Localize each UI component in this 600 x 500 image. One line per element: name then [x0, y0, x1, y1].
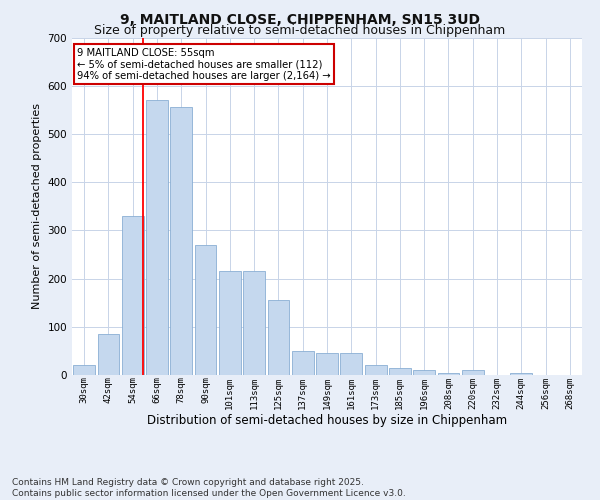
Text: Contains HM Land Registry data © Crown copyright and database right 2025.
Contai: Contains HM Land Registry data © Crown c…	[12, 478, 406, 498]
Bar	[316, 354, 338, 375]
Bar	[73, 366, 95, 375]
Text: Size of property relative to semi-detached houses in Chippenham: Size of property relative to semi-detach…	[94, 24, 506, 37]
Text: 9 MAITLAND CLOSE: 55sqm
← 5% of semi-detached houses are smaller (112)
94% of se: 9 MAITLAND CLOSE: 55sqm ← 5% of semi-det…	[77, 48, 331, 81]
Bar	[268, 300, 289, 375]
Bar	[219, 272, 241, 375]
X-axis label: Distribution of semi-detached houses by size in Chippenham: Distribution of semi-detached houses by …	[147, 414, 507, 427]
Y-axis label: Number of semi-detached properties: Number of semi-detached properties	[32, 104, 42, 309]
Bar	[437, 372, 460, 375]
Bar	[413, 370, 435, 375]
Bar	[389, 368, 411, 375]
Bar	[340, 354, 362, 375]
Bar	[511, 372, 532, 375]
Bar	[122, 216, 143, 375]
Bar	[97, 334, 119, 375]
Bar	[365, 366, 386, 375]
Bar	[462, 370, 484, 375]
Bar	[194, 245, 217, 375]
Bar	[292, 351, 314, 375]
Bar	[170, 108, 192, 375]
Text: 9, MAITLAND CLOSE, CHIPPENHAM, SN15 3UD: 9, MAITLAND CLOSE, CHIPPENHAM, SN15 3UD	[120, 12, 480, 26]
Bar	[146, 100, 168, 375]
Bar	[243, 272, 265, 375]
